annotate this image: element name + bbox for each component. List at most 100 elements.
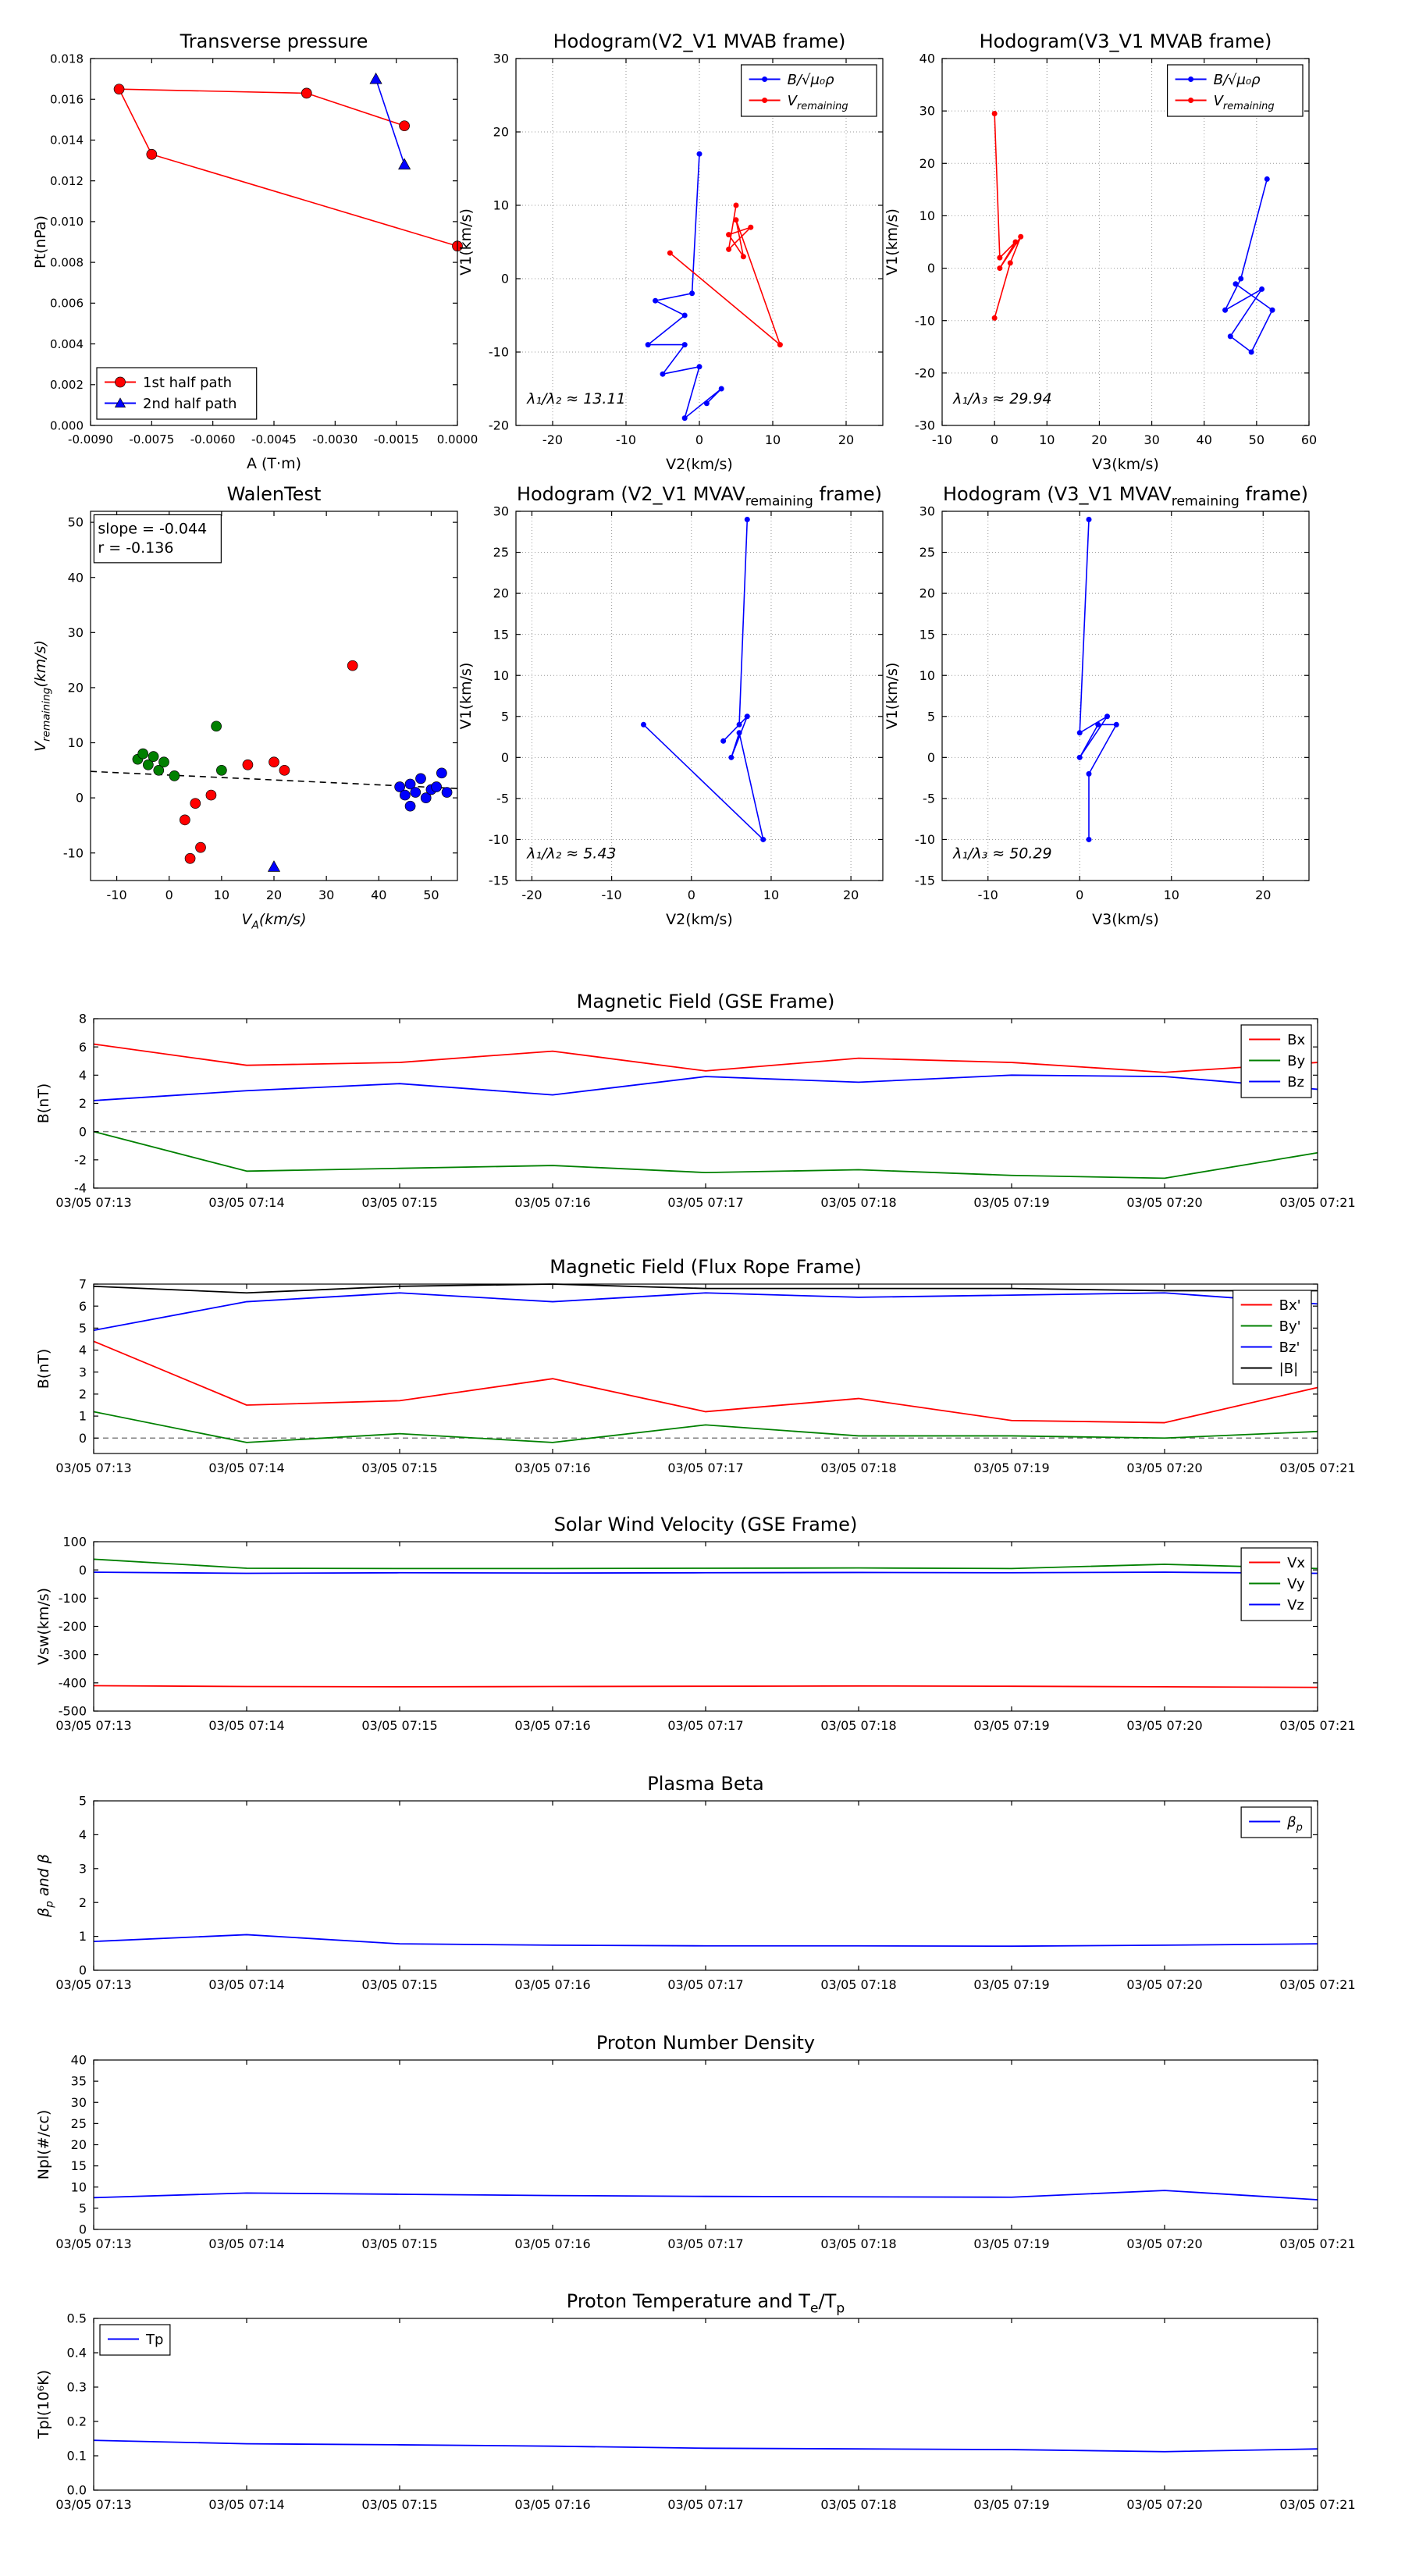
svg-text:WalenTest: WalenTest xyxy=(227,483,322,505)
svg-text:5: 5 xyxy=(501,709,509,724)
svg-text:03/05 07:21: 03/05 07:21 xyxy=(1279,1718,1355,1733)
svg-text:-20: -20 xyxy=(521,888,542,902)
svg-text:Vremaining(km/s): Vremaining(km/s) xyxy=(32,640,52,752)
svg-text:20: 20 xyxy=(838,432,854,447)
svg-text:-100: -100 xyxy=(59,1591,87,1606)
svg-text:0.3: 0.3 xyxy=(67,2380,87,2395)
svg-text:-4: -4 xyxy=(74,1181,87,1196)
svg-text:03/05 07:18: 03/05 07:18 xyxy=(820,1718,896,1733)
svg-text:03/05 07:14: 03/05 07:14 xyxy=(208,1195,284,1210)
svg-text:V1(km/s): V1(km/s) xyxy=(884,663,901,730)
svg-text:03/05 07:17: 03/05 07:17 xyxy=(667,2497,743,2512)
svg-text:-10: -10 xyxy=(932,432,952,447)
svg-text:Bz: Bz xyxy=(1287,1074,1304,1091)
svg-text:Vx: Vx xyxy=(1287,1555,1305,1571)
svg-text:03/05 07:21: 03/05 07:21 xyxy=(1279,2236,1355,2251)
svg-text:3: 3 xyxy=(79,1364,87,1379)
svg-text:Plasma Beta: Plasma Beta xyxy=(647,1773,763,1795)
svg-text:B(nT): B(nT) xyxy=(35,1349,52,1389)
svg-text:r = -0.136: r = -0.136 xyxy=(98,539,173,557)
svg-text:1: 1 xyxy=(79,1929,87,1944)
svg-text:03/05 07:21: 03/05 07:21 xyxy=(1279,1977,1355,1992)
svg-text:Tp: Tp xyxy=(145,2332,163,2348)
svg-text:60: 60 xyxy=(1301,432,1317,447)
svg-text:20: 20 xyxy=(493,586,509,601)
svg-text:-10: -10 xyxy=(602,888,622,902)
svg-text:0.0000: 0.0000 xyxy=(437,432,478,447)
svg-text:03/05 07:15: 03/05 07:15 xyxy=(361,1195,437,1210)
svg-text:Transverse pressure: Transverse pressure xyxy=(180,30,368,52)
svg-text:10: 10 xyxy=(214,888,229,902)
svg-text:A (T·m): A (T·m) xyxy=(247,455,301,472)
svg-text:25: 25 xyxy=(919,545,935,560)
svg-text:20: 20 xyxy=(843,888,859,902)
svg-text:03/05 07:20: 03/05 07:20 xyxy=(1126,1718,1202,1733)
svg-text:30: 30 xyxy=(493,52,509,66)
svg-text:03/05 07:13: 03/05 07:13 xyxy=(55,2497,131,2512)
svg-text:0.1: 0.1 xyxy=(67,2449,87,2464)
svg-text:03/05 07:17: 03/05 07:17 xyxy=(667,1461,743,1475)
svg-text:03/05 07:18: 03/05 07:18 xyxy=(820,1977,896,1992)
svg-text:-300: -300 xyxy=(59,1647,87,1662)
chart-walen-test: -10 0 10 20 30 40 50 -10 0 10 20 30 40 50 WalenTest VA(… xyxy=(28,476,473,931)
svg-text:20: 20 xyxy=(919,156,935,171)
svg-text:-20: -20 xyxy=(915,365,935,380)
svg-text:03/05 07:15: 03/05 07:15 xyxy=(361,1718,437,1733)
svg-text:20: 20 xyxy=(493,125,509,140)
svg-text:50: 50 xyxy=(1249,432,1264,447)
svg-text:03/05 07:21: 03/05 07:21 xyxy=(1279,1461,1355,1475)
svg-text:03/05 07:13: 03/05 07:13 xyxy=(55,1461,131,1475)
svg-text:0: 0 xyxy=(688,888,695,902)
svg-text:-20: -20 xyxy=(489,418,509,433)
svg-text:-10: -10 xyxy=(63,845,84,860)
svg-text:0.2: 0.2 xyxy=(67,2414,87,2429)
chart-canvas: 03/05 07:13 03/05 07:14 03/05 07:15 03/05 0… xyxy=(35,2032,1356,2251)
svg-text:03/05 07:18: 03/05 07:18 xyxy=(820,1461,896,1475)
svg-text:Hodogram (V2_V1 MVAVremaining: Hodogram (V2_V1 MVAVremaining frame) xyxy=(517,483,882,510)
svg-text:03/05 07:21: 03/05 07:21 xyxy=(1279,2497,1355,2512)
svg-text:03/05 07:14: 03/05 07:14 xyxy=(208,1977,284,1992)
svg-text:30: 30 xyxy=(68,625,84,640)
svg-text:1: 1 xyxy=(79,1409,87,1424)
svg-text:Hodogram(V3_V1 MVAB frame): Hodogram(V3_V1 MVAB frame) xyxy=(980,30,1272,52)
svg-text:Proton Number Density: Proton Number Density xyxy=(596,2032,815,2054)
svg-text:15: 15 xyxy=(493,627,509,642)
svg-text:Vz: Vz xyxy=(1287,1597,1304,1614)
svg-text:By': By' xyxy=(1279,1318,1301,1335)
svg-text:V2(km/s): V2(km/s) xyxy=(666,456,733,473)
svg-text:20: 20 xyxy=(1255,888,1271,902)
svg-text:30: 30 xyxy=(919,504,935,519)
svg-text:8: 8 xyxy=(79,1012,87,1026)
chart-canvas: -10 0 10 20 30 40 50 60 -30 -20 -10 0 10 20 30 40 Hodogr… xyxy=(884,30,1317,473)
svg-text:20: 20 xyxy=(919,586,935,601)
svg-text:03/05 07:15: 03/05 07:15 xyxy=(361,1977,437,1992)
svg-text:0.006: 0.006 xyxy=(50,297,84,311)
svg-text:Bz': Bz' xyxy=(1279,1340,1300,1356)
svg-text:2: 2 xyxy=(79,1895,87,1910)
chart-canvas: -0.0090 -0.0075 -0.0060 -0.0045 -0.0030 -0.00… xyxy=(32,30,478,472)
svg-text:-10: -10 xyxy=(489,832,509,847)
svg-text:40: 40 xyxy=(68,570,84,585)
svg-text:Npl(#/cc): Npl(#/cc) xyxy=(35,2110,52,2180)
svg-text:03/05 07:19: 03/05 07:19 xyxy=(973,1977,1049,1992)
svg-text:5: 5 xyxy=(79,1794,87,1809)
svg-text:0: 0 xyxy=(927,261,935,276)
svg-text:0.008: 0.008 xyxy=(50,255,84,269)
svg-text:4: 4 xyxy=(79,1343,87,1357)
chart-canvas: 03/05 07:13 03/05 07:14 03/05 07:15 03/05 0… xyxy=(35,1773,1356,1992)
svg-text:-0.0030: -0.0030 xyxy=(312,432,357,447)
svg-text:10: 10 xyxy=(71,2179,87,2194)
svg-text:03/05 07:19: 03/05 07:19 xyxy=(973,1195,1049,1210)
svg-text:40: 40 xyxy=(1197,432,1212,447)
svg-text:V1(km/s): V1(km/s) xyxy=(457,208,475,276)
svg-text:03/05 07:13: 03/05 07:13 xyxy=(55,1195,131,1210)
svg-text:0: 0 xyxy=(1076,888,1083,902)
svg-text:V1(km/s): V1(km/s) xyxy=(457,663,475,730)
svg-text:03/05 07:18: 03/05 07:18 xyxy=(820,2497,896,2512)
svg-text:5: 5 xyxy=(79,2201,87,2215)
svg-text:-200: -200 xyxy=(59,1619,87,1634)
chart-proton-temperature: 03/05 07:13 03/05 07:14 03/05 07:15 03/05 0… xyxy=(31,2283,1356,2529)
svg-text:20: 20 xyxy=(266,888,282,902)
svg-text:03/05 07:20: 03/05 07:20 xyxy=(1126,2497,1202,2512)
svg-text:-2: -2 xyxy=(74,1152,87,1167)
